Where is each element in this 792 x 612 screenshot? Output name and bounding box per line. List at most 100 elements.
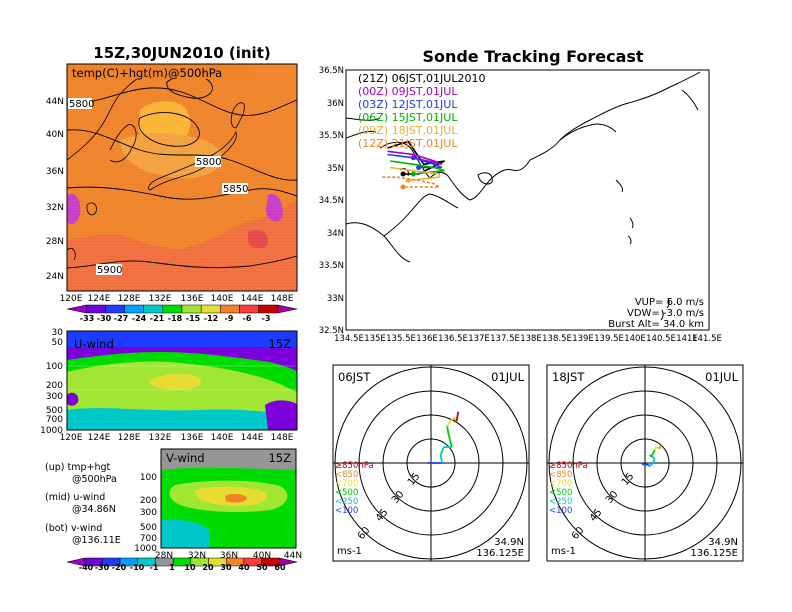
- vdw-info: VDW= -3.0 m/s: [627, 308, 704, 319]
- u-wind-core: [149, 373, 201, 391]
- sonde-track-line: [387, 150, 443, 166]
- colorbar-swatch: [143, 304, 164, 314]
- u-wind-label: U-wind: [74, 337, 114, 351]
- lat-tick: 36N: [327, 99, 344, 109]
- track-legend-item: (21Z) 06JST,01JUL2010: [358, 72, 485, 85]
- track-legend-item: (03Z) 12JST,01JUL: [358, 98, 458, 111]
- p-tick: 500: [46, 406, 63, 416]
- hodo-right-time: 18JST: [552, 370, 585, 384]
- legend-line: (up) tmp+hgt: [45, 462, 111, 473]
- v-wind-lat-ticks: 28N 32N 36N 40N 44N: [155, 551, 302, 561]
- v-wind-panel: V-wind 15Z 100 200 300 500 700 1000 28N …: [134, 448, 302, 561]
- track-legend-item: (09Z) 18JST,01JUL: [358, 124, 458, 137]
- colorbar-label: -15: [186, 314, 201, 323]
- lon-tick: 141.5E: [692, 334, 722, 344]
- u-wind-frame: [66, 330, 298, 431]
- u-wind-panel: U-wind 15Z 30 50 100 200 300 500 700 100…: [40, 328, 298, 443]
- lon-tick: 132E: [149, 433, 172, 443]
- colorbar-swatch: [85, 304, 106, 314]
- v-wind-cyan: [161, 519, 210, 548]
- lon-tick: 124E: [88, 433, 111, 443]
- colorbar-swatch: [277, 304, 298, 314]
- colorbar-label: -9: [225, 314, 234, 323]
- colorbar-label: -10: [130, 563, 145, 572]
- lat-tick: 35.5N: [319, 131, 344, 141]
- map500-colorbar-labels: -33 -30 -27 -24 -21 -18 -15 -12 -9 -6 -3: [80, 314, 271, 323]
- p-tick: 500: [140, 523, 157, 533]
- colorbar-label: -18: [168, 314, 183, 323]
- hodo-right-unit: ms-1: [551, 546, 576, 557]
- lon-tick: 139.5E: [594, 334, 624, 344]
- lon-tick: 135.5E: [386, 334, 416, 344]
- map500-purple-east: [266, 194, 283, 222]
- colorbar-label: -30: [95, 563, 110, 572]
- level-legend-item: <100: [335, 506, 358, 516]
- sonde-track-line: [389, 166, 441, 182]
- colorbar-swatch: [181, 304, 202, 314]
- p-tick: 100: [140, 473, 157, 483]
- lon-tick: 140E: [211, 433, 234, 443]
- map500-frame: [66, 63, 298, 292]
- map500-lon-ticks: 120E 124E 128E 132E 136E 140E 144E 148E: [60, 294, 294, 304]
- hodograph-segment: [446, 420, 451, 427]
- map500-red-patch: [248, 229, 269, 249]
- track-legend-item: (06Z) 15JST,01JUL: [358, 111, 458, 124]
- p-tick: 700: [46, 415, 63, 425]
- lat-tick: 40N: [253, 551, 271, 561]
- level-legend-item: <100: [549, 506, 572, 516]
- lon-tick: 144E: [241, 294, 264, 304]
- hodo-right-rings: [547, 365, 743, 561]
- legend-line: (mid) u-wind: [45, 492, 105, 503]
- wind-colorbar: [66, 557, 298, 567]
- colorbar-label: -6: [243, 314, 252, 323]
- colorbar-label: 60: [274, 563, 286, 572]
- colorbar-label: -40: [79, 563, 94, 572]
- lat-tick: 36N: [46, 167, 64, 177]
- track-lat-ticks: 36.5N 36N 35.5N 35N 34.5N 34N 33.5N 33N …: [319, 66, 344, 336]
- hodo-left-lon: 136.125E: [476, 548, 524, 559]
- lon-tick: 136E: [181, 433, 204, 443]
- lat-tick: 32N: [46, 203, 64, 213]
- hodograph-segment: [641, 462, 645, 466]
- v-wind-label: V-wind: [166, 451, 205, 465]
- p-tick: 30: [52, 328, 64, 338]
- level-legend-item: <850: [549, 470, 572, 480]
- lon-tick: 135E: [364, 334, 386, 344]
- colorbar-label: -12: [204, 314, 218, 323]
- landing-point: [400, 171, 406, 177]
- hodo-left-levels: ≥850hPa <850 <700 <500 <250 <100: [335, 461, 374, 516]
- lat-tick: 33N: [327, 294, 344, 304]
- legend-line: @500hPa: [72, 474, 117, 485]
- hodograph-left: 06JST 01JUL 15 30 45 60 ≥850hPa <850 <70…: [332, 364, 530, 562]
- hodograph-segment: [449, 417, 455, 423]
- lon-tick: 120E: [60, 294, 83, 304]
- lon-tick: 120E: [60, 433, 83, 443]
- colorbar-label: -20: [112, 563, 127, 572]
- lon-tick: 138E: [520, 334, 542, 344]
- level-legend-item: <850: [335, 470, 358, 480]
- lat-tick: 36N: [220, 551, 238, 561]
- map-500hpa-panel: temp(C)+hgt(m)@500hPa 5800 5800 5850 590…: [46, 63, 298, 323]
- lon-tick: 137.5E: [490, 334, 520, 344]
- track-legend-item: (00Z) 09JST,01JUL: [358, 85, 458, 98]
- colorbar-label: 10: [184, 563, 196, 572]
- colorbar-swatch: [279, 557, 298, 567]
- lon-tick: 138.5E: [542, 334, 572, 344]
- map500-lat-ticks: 44N 40N 36N 32N 28N 24N: [46, 97, 64, 282]
- colorbar-swatch: [162, 304, 183, 314]
- u-wind-purple-lower: [265, 400, 297, 430]
- level-legend-item: <700: [549, 479, 572, 489]
- hodograph-segment: [649, 462, 654, 467]
- map500-label: temp(C)+hgt(m)@500hPa: [72, 66, 222, 80]
- lat-tick: 32.5N: [319, 326, 344, 336]
- p-tick: 50: [52, 338, 64, 348]
- contour-label: 5900: [97, 265, 122, 276]
- lat-tick: 24N: [46, 272, 64, 282]
- lon-tick: 134.5E: [334, 334, 364, 344]
- lat-tick: 44N: [284, 551, 302, 561]
- hodo-left-trace: [427, 411, 460, 464]
- map500-purple-west: [67, 193, 81, 225]
- track-legend: (21Z) 06JST,01JUL2010 (00Z) 09JST,01JUL …: [358, 72, 485, 150]
- sonde-track-line: [389, 160, 445, 175]
- colorbar-label: 20: [202, 563, 214, 572]
